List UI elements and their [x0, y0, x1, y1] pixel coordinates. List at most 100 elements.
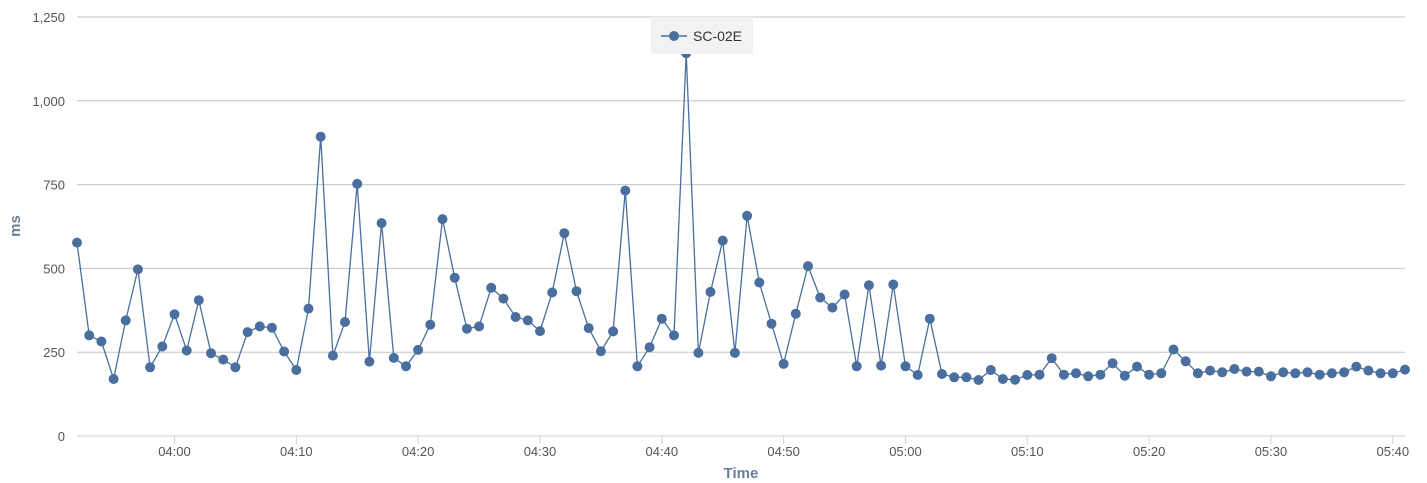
data-point[interactable]	[1326, 368, 1337, 379]
data-point[interactable]	[486, 282, 497, 293]
data-point[interactable]	[254, 321, 265, 332]
data-point[interactable]	[1375, 368, 1386, 379]
data-point[interactable]	[401, 361, 411, 372]
data-point[interactable]	[1083, 371, 1094, 382]
data-point[interactable]	[632, 361, 643, 372]
data-point[interactable]	[303, 303, 314, 314]
data-point[interactable]	[340, 317, 350, 327]
data-point[interactable]	[1010, 374, 1021, 385]
data-point[interactable]	[315, 131, 326, 142]
data-point[interactable]	[815, 292, 826, 303]
data-point[interactable]	[1217, 367, 1228, 378]
data-point[interactable]	[778, 358, 789, 369]
data-point[interactable]	[1168, 344, 1179, 355]
data-point[interactable]	[266, 322, 277, 333]
data-point[interactable]	[803, 261, 813, 272]
data-point[interactable]	[132, 264, 143, 275]
data-point[interactable]	[474, 321, 485, 332]
data-point[interactable]	[766, 318, 777, 329]
data-point[interactable]	[449, 272, 460, 283]
data-point[interactable]	[1290, 368, 1301, 379]
data-point[interactable]	[827, 302, 838, 313]
data-point[interactable]	[352, 178, 363, 189]
data-point[interactable]	[1363, 365, 1374, 376]
data-point[interactable]	[1266, 371, 1276, 382]
data-point[interactable]	[1314, 369, 1325, 380]
data-point[interactable]	[498, 293, 509, 304]
data-point[interactable]	[937, 369, 947, 379]
data-point[interactable]	[364, 356, 375, 367]
data-point[interactable]	[242, 327, 253, 338]
data-point[interactable]	[973, 375, 984, 385]
data-point[interactable]	[620, 185, 631, 196]
data-point[interactable]	[1119, 370, 1130, 381]
data-point[interactable]	[120, 315, 131, 326]
data-point[interactable]	[1351, 361, 1362, 372]
data-point[interactable]	[1229, 364, 1240, 374]
data-point[interactable]	[1339, 367, 1350, 378]
data-point[interactable]	[839, 289, 850, 300]
data-point[interactable]	[510, 312, 521, 322]
data-point[interactable]	[193, 295, 204, 306]
data-point[interactable]	[717, 235, 728, 246]
data-point[interactable]	[522, 315, 533, 326]
data-point[interactable]	[559, 228, 570, 239]
data-point[interactable]	[644, 342, 655, 353]
data-point[interactable]	[535, 326, 545, 337]
data-point[interactable]	[1071, 368, 1081, 379]
data-point[interactable]	[669, 330, 679, 341]
data-point[interactable]	[218, 354, 229, 365]
data-point[interactable]	[961, 372, 972, 383]
data-point[interactable]	[876, 360, 887, 371]
data-point[interactable]	[851, 361, 862, 372]
data-point[interactable]	[924, 313, 935, 324]
data-point[interactable]	[571, 286, 582, 297]
data-point[interactable]	[437, 214, 448, 225]
data-point[interactable]	[1387, 368, 1398, 379]
data-point[interactable]	[1107, 358, 1118, 369]
data-point[interactable]	[595, 346, 606, 357]
data-point[interactable]	[790, 308, 801, 319]
data-point[interactable]	[206, 348, 216, 359]
data-point[interactable]	[157, 341, 168, 352]
data-point[interactable]	[863, 280, 874, 291]
data-point[interactable]	[376, 218, 387, 229]
data-point[interactable]	[1241, 366, 1252, 377]
data-point[interactable]	[1058, 369, 1069, 380]
data-point[interactable]	[1400, 364, 1410, 375]
legend-label[interactable]: SC-02E	[693, 28, 742, 44]
data-point[interactable]	[1034, 369, 1045, 380]
data-point[interactable]	[169, 309, 180, 320]
data-point[interactable]	[108, 374, 119, 384]
data-point[interactable]	[461, 323, 472, 334]
data-point[interactable]	[1278, 367, 1289, 378]
data-point[interactable]	[900, 361, 911, 372]
data-point[interactable]	[985, 365, 996, 375]
data-point[interactable]	[1302, 367, 1313, 378]
data-point[interactable]	[912, 370, 923, 380]
data-point[interactable]	[1205, 365, 1216, 376]
data-point[interactable]	[656, 313, 667, 324]
data-point[interactable]	[888, 279, 899, 290]
data-point[interactable]	[72, 237, 82, 248]
data-point[interactable]	[1156, 368, 1167, 379]
data-point[interactable]	[1132, 361, 1142, 372]
data-point[interactable]	[729, 347, 740, 358]
data-point[interactable]	[279, 346, 290, 357]
data-point[interactable]	[705, 286, 716, 297]
data-point[interactable]	[413, 344, 424, 355]
data-point[interactable]	[181, 345, 192, 356]
data-point[interactable]	[1022, 370, 1033, 380]
data-point[interactable]	[949, 372, 960, 383]
legend[interactable]: SC-02E	[651, 17, 753, 54]
data-point[interactable]	[583, 323, 594, 334]
data-point[interactable]	[291, 365, 302, 375]
data-point[interactable]	[230, 362, 241, 373]
data-point[interactable]	[425, 319, 436, 330]
data-point[interactable]	[1253, 366, 1264, 377]
data-point[interactable]	[96, 336, 107, 347]
data-point[interactable]	[388, 352, 399, 363]
data-point[interactable]	[754, 277, 765, 288]
data-point[interactable]	[693, 347, 704, 358]
data-point[interactable]	[1046, 353, 1057, 364]
